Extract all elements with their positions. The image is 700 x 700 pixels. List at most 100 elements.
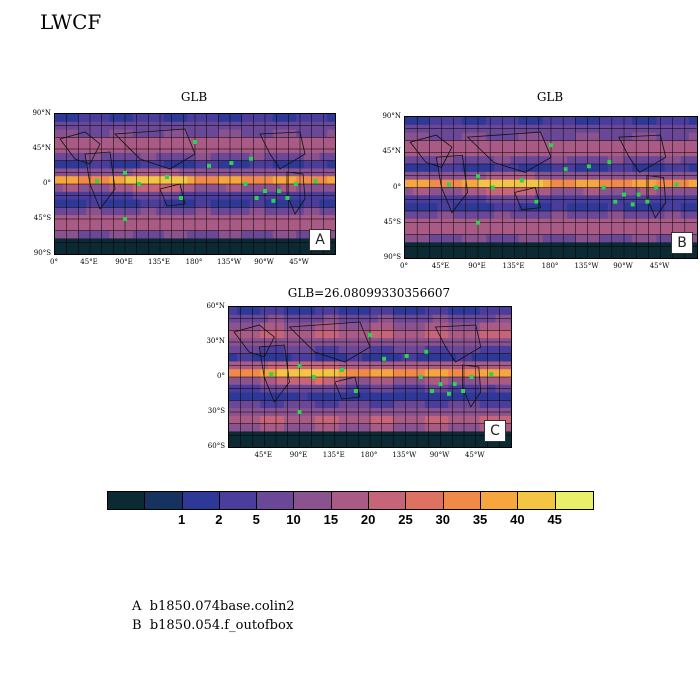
field-cell [319,121,328,131]
field-cell [624,195,633,204]
field-cell [260,423,269,433]
field-cell [405,234,414,243]
colorbar-label: 15 [323,512,339,527]
field-cell [354,345,363,355]
field-cell [494,218,503,228]
field-cell [461,124,471,134]
field-cell [354,338,363,347]
field-cell [311,191,321,201]
field-cell [440,361,449,370]
station-marker [622,192,626,197]
x-tick-label: 45°E [431,262,450,270]
field-cell [640,179,649,189]
field-cell [78,145,87,154]
field-cell [307,307,316,316]
field-cell [260,307,269,316]
field-cell [260,314,269,324]
field-cell [401,415,410,425]
field-cell [117,184,126,193]
field-cell [299,384,308,394]
field-cell [132,121,142,131]
field-cell [55,230,64,240]
field-cell [171,152,181,162]
x-tick-label: 90°E [115,258,133,266]
field-cell [70,160,79,170]
field-cell [503,322,511,331]
field-cell [109,168,118,177]
field-cell [307,338,316,347]
field-cell [195,238,204,247]
field-cell [424,322,434,331]
field-cell [101,129,111,138]
field-cell [236,353,246,363]
field-cell [640,124,649,134]
field-cell [346,330,355,339]
field-cell [417,431,426,440]
field-cell [559,187,568,196]
field-cell [109,114,118,123]
field-cell [323,439,332,447]
field-cell [432,353,442,363]
field-cell [218,184,227,193]
field-cell [503,392,511,401]
field-cell [401,314,410,324]
station-marker [586,164,591,169]
field-cell [78,129,87,138]
field-cell [70,246,79,254]
field-cell [241,222,251,232]
field-cell [241,137,251,146]
field-cell [338,439,348,447]
field-cell [478,124,487,134]
station-marker [534,199,539,204]
field-cell [93,121,103,131]
field-cell [409,345,418,355]
field-cell [664,242,674,251]
field-cell [171,137,181,146]
field-cell [229,384,238,394]
field-cell [319,176,328,185]
field-cell [432,392,442,401]
panel-b-title: GLB [536,90,564,104]
field-cell [93,114,103,123]
field-cell [688,171,697,181]
field-cell [567,234,576,243]
field-cell [299,314,308,324]
field-cell [257,207,266,216]
field-cell [542,117,552,126]
field-cell [101,215,111,224]
field-cell [421,203,430,212]
field-cell [672,148,682,157]
field-cell [624,117,633,126]
field-cell [55,199,64,208]
field-cell [93,246,103,254]
field-cell [210,176,219,185]
field-cell [276,415,285,425]
field-cell [534,226,544,236]
field-cell [288,230,297,240]
field-cell [249,145,258,154]
field-cell [70,137,79,146]
station-marker [630,202,635,207]
field-cell [656,117,666,126]
coastline [513,187,542,211]
field-cell [303,121,313,131]
field-cell [448,431,457,440]
field-cell [445,132,455,142]
field-cell [288,238,297,247]
field-cell [241,114,251,123]
field-cell [401,408,410,417]
field-cell [171,121,181,131]
field-cell [448,307,457,316]
field-cell [632,140,641,149]
field-cell [93,215,103,224]
field-cell [632,242,641,251]
field-cell [551,132,560,142]
field-cell [575,187,585,196]
field-cell [323,408,332,417]
field-cell [307,400,316,409]
field-cell [233,207,243,216]
field-cell [393,369,402,378]
field-cell [464,330,473,339]
field-cell [479,330,489,339]
field-cell [276,423,285,433]
